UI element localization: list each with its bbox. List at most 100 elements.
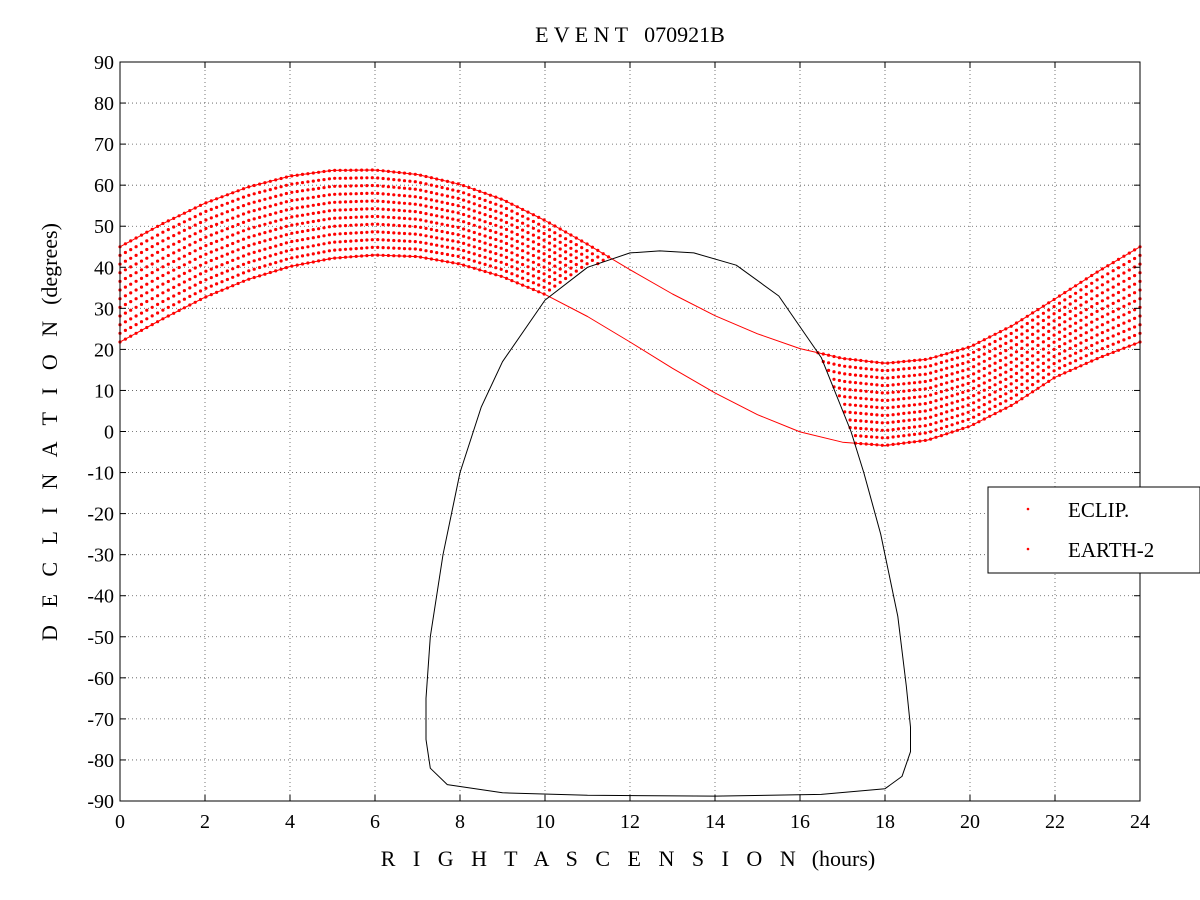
band-dot <box>585 255 589 259</box>
band-dot <box>306 228 310 233</box>
band-dot <box>392 231 396 235</box>
band-dot <box>569 273 573 277</box>
band-dot <box>300 221 305 225</box>
band-dot <box>950 386 954 390</box>
band-dot <box>198 263 203 267</box>
band-dot <box>338 208 342 212</box>
band-dot <box>445 252 450 257</box>
band-dot <box>408 209 412 213</box>
band-dot <box>236 265 240 269</box>
band-dot <box>880 413 884 417</box>
band-dot <box>1133 308 1137 312</box>
band-dot <box>1036 315 1040 319</box>
band-dot <box>172 225 176 229</box>
band-dot <box>172 268 176 272</box>
band-dot <box>440 215 444 219</box>
band-dot <box>1009 367 1013 372</box>
band-dot <box>929 422 933 426</box>
y-tick-label: -50 <box>87 627 114 649</box>
band-dot <box>145 308 149 312</box>
band-dot <box>945 417 949 421</box>
band-dot <box>537 256 541 260</box>
band-dot <box>1063 327 1067 331</box>
band-dot <box>268 204 272 208</box>
band-dot <box>156 233 160 237</box>
band-dot <box>333 200 337 204</box>
band-dot <box>1068 332 1072 336</box>
band-dot <box>891 375 895 380</box>
band-dot <box>929 430 933 434</box>
band-dot <box>1111 310 1115 314</box>
band-dot <box>870 435 874 439</box>
band-dot <box>542 258 546 262</box>
band-dot <box>526 251 530 255</box>
band-dot <box>456 254 460 258</box>
band-dot <box>370 222 374 226</box>
band-dot <box>939 360 944 365</box>
band-dot <box>451 202 455 207</box>
band-dot <box>333 192 337 196</box>
band-dot <box>472 216 476 220</box>
band-dot <box>1100 299 1104 303</box>
band-dot <box>891 428 895 432</box>
band-dot <box>982 359 986 363</box>
band-dot <box>349 223 353 227</box>
band-dot <box>365 199 369 203</box>
band-dot <box>1063 312 1067 317</box>
band-dot <box>1095 349 1099 353</box>
band-dot <box>1133 316 1137 320</box>
band-dot <box>1020 368 1024 372</box>
band-dot <box>848 403 852 407</box>
band-dot <box>955 392 960 396</box>
band-dot <box>848 380 852 384</box>
band-dot <box>875 435 879 439</box>
band-dot <box>215 239 219 243</box>
band-dot <box>429 183 433 187</box>
band-dot <box>870 405 874 409</box>
band-dot <box>1057 308 1062 313</box>
band-dot <box>258 199 262 203</box>
band-dot <box>209 276 213 280</box>
band-dot <box>279 193 283 197</box>
band-dot <box>241 195 246 199</box>
band-dot <box>1100 307 1104 311</box>
band-dot <box>440 185 444 190</box>
band-dot <box>1025 350 1029 354</box>
band-dot <box>483 220 487 224</box>
band-dot <box>488 229 492 233</box>
band-dot <box>311 244 315 248</box>
band-dot <box>204 235 208 239</box>
band-dot <box>365 238 369 242</box>
band-dot <box>279 201 283 205</box>
band-dot <box>1031 375 1035 379</box>
band-dot <box>558 280 562 284</box>
band-dot <box>354 215 358 219</box>
band-dot <box>902 426 906 430</box>
band-dot <box>886 436 890 440</box>
band-dot <box>306 220 310 224</box>
band-dot <box>569 266 573 270</box>
band-dot <box>231 199 235 203</box>
band-dot <box>258 249 262 253</box>
band-dot <box>982 388 986 392</box>
band-dot <box>982 366 986 371</box>
band-dot <box>247 260 251 264</box>
band-dot <box>1084 308 1088 312</box>
band-dot <box>365 215 369 219</box>
band-dot <box>322 178 326 182</box>
band-dot <box>1074 351 1078 355</box>
band-dot <box>1079 341 1083 345</box>
band-dot <box>1111 269 1115 273</box>
band-dot <box>596 255 600 259</box>
band-dot <box>966 389 970 393</box>
band-dot <box>907 374 911 378</box>
band-dot <box>424 234 428 238</box>
band-dot <box>413 225 417 229</box>
band-dot <box>349 215 353 220</box>
band-dot <box>198 255 203 259</box>
band-dot <box>1116 307 1121 311</box>
band-dot <box>258 232 262 236</box>
band-dot <box>1090 336 1094 340</box>
band-dot <box>413 202 417 206</box>
band-dot <box>225 252 229 256</box>
